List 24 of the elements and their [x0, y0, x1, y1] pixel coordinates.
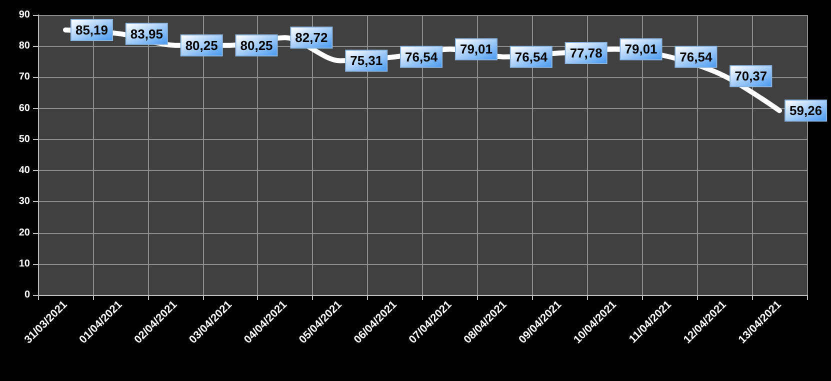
- y-tick-label: 70: [18, 72, 30, 83]
- data-label: 82,72: [295, 30, 328, 46]
- data-label: 70,37: [734, 68, 768, 84]
- data-label: 59,26: [790, 103, 822, 118]
- data-label: 75,31: [350, 53, 383, 68]
- y-tick-label: 60: [18, 102, 30, 114]
- data-label: 76,54: [514, 49, 548, 64]
- data-label: 80,25: [185, 38, 218, 53]
- data-label: 85,19: [75, 22, 108, 38]
- data-label: 80,25: [240, 38, 273, 53]
- y-tick-label: 40: [18, 165, 30, 176]
- data-label: 77,78: [570, 46, 602, 61]
- y-tick-label: 80: [18, 40, 30, 52]
- data-label: 83,95: [130, 26, 163, 42]
- data-label: 76,54: [680, 49, 713, 64]
- y-tick-label: 90: [18, 10, 30, 20]
- y-tick-label: 30: [18, 196, 30, 208]
- data-label: 79,01: [624, 42, 658, 57]
- y-tick-label: 50: [18, 134, 30, 145]
- y-tick-label: 20: [18, 227, 30, 238]
- data-label: 76,54: [405, 49, 438, 64]
- y-tick-label: 0: [24, 290, 30, 300]
- data-label: 79,01: [460, 42, 493, 57]
- y-tick-label: 10: [18, 258, 30, 270]
